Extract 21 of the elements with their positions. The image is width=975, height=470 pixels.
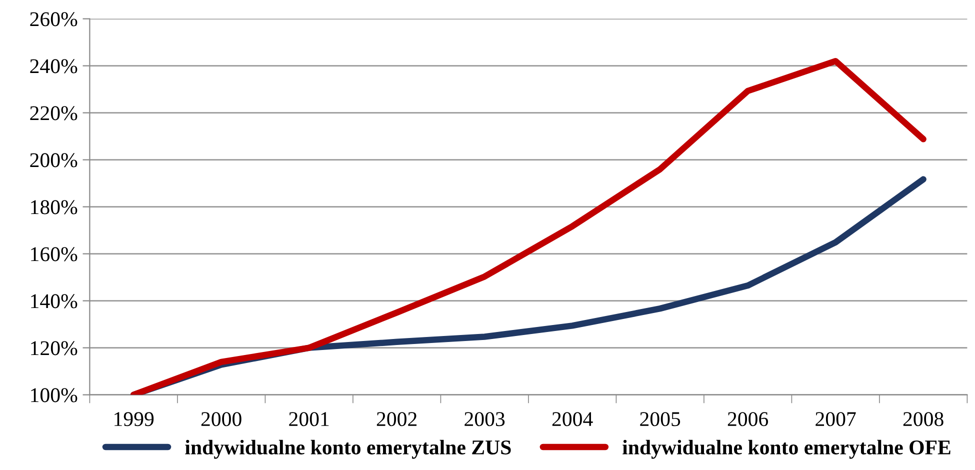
x-tick-label: 2008 [903, 412, 944, 426]
y-tick-label: 140% [31, 294, 78, 308]
x-tick-label: 2006 [728, 412, 768, 426]
y-tick-label: 180% [31, 200, 78, 214]
y-tick-label: 240% [30, 59, 78, 74]
x-tick-label: 2001 [289, 412, 329, 426]
x-tick-label: 2007 [816, 412, 856, 426]
y-tick-label: 220% [30, 106, 78, 120]
x-tick-label: 2004 [552, 412, 593, 426]
y-tick-label: 200% [30, 153, 78, 168]
x-tick-label: 2000 [201, 412, 242, 426]
legend-label: indywidualne konto emerytalne OFE [622, 440, 950, 459]
y-tick-label: 100% [31, 388, 78, 402]
y-tick-label: 160% [31, 247, 78, 262]
y-tick-label: 260% [30, 12, 78, 26]
x-tick-label: 2003 [464, 412, 505, 426]
x-tick-label: 2002 [376, 412, 417, 426]
y-tick-label: 120% [31, 341, 78, 356]
x-tick-label: 1999 [114, 412, 154, 426]
legend-label: indywidualne konto emerytalne ZUS [185, 440, 511, 459]
x-tick-label: 2005 [640, 412, 680, 426]
